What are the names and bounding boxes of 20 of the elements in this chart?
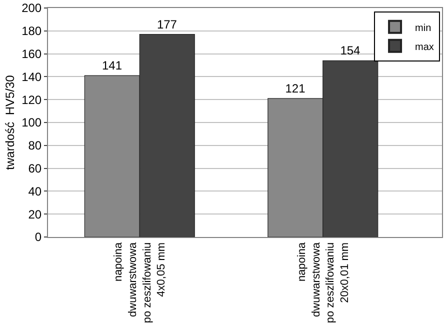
data-label: 121 [285,81,306,96]
x-tick-label: napoina dwuwarstwowa po zeszlifowaniu 4x0,05 mm [112,242,168,324]
data-label: 141 [102,58,122,73]
y-tick-label: 100 [22,116,42,130]
y-tick-label: 120 [22,92,42,107]
y-tick-label: 200 [22,1,42,16]
y-tick-label: 60 [28,162,42,176]
data-label: 154 [340,44,361,58]
y-tick-label: 40 [28,184,42,198]
y-tick-label: 0 [34,230,42,244]
x-tick-label: napoina dwuwarstwowa po zeszlifowaniu 20x0,01 mm [296,242,351,324]
data-label: 177 [156,17,178,32]
y-tick-label: 160 [22,47,42,61]
legend-label: min [415,22,432,34]
legend-label: max [415,42,434,53]
y-tick-label: 20 [28,207,42,222]
y-tick-label: 140 [22,70,42,84]
y-tick-label: 180 [22,24,42,38]
y-tick-label: 80 [28,138,42,153]
y-axis-title: twardość HV5/30 [2,74,17,170]
